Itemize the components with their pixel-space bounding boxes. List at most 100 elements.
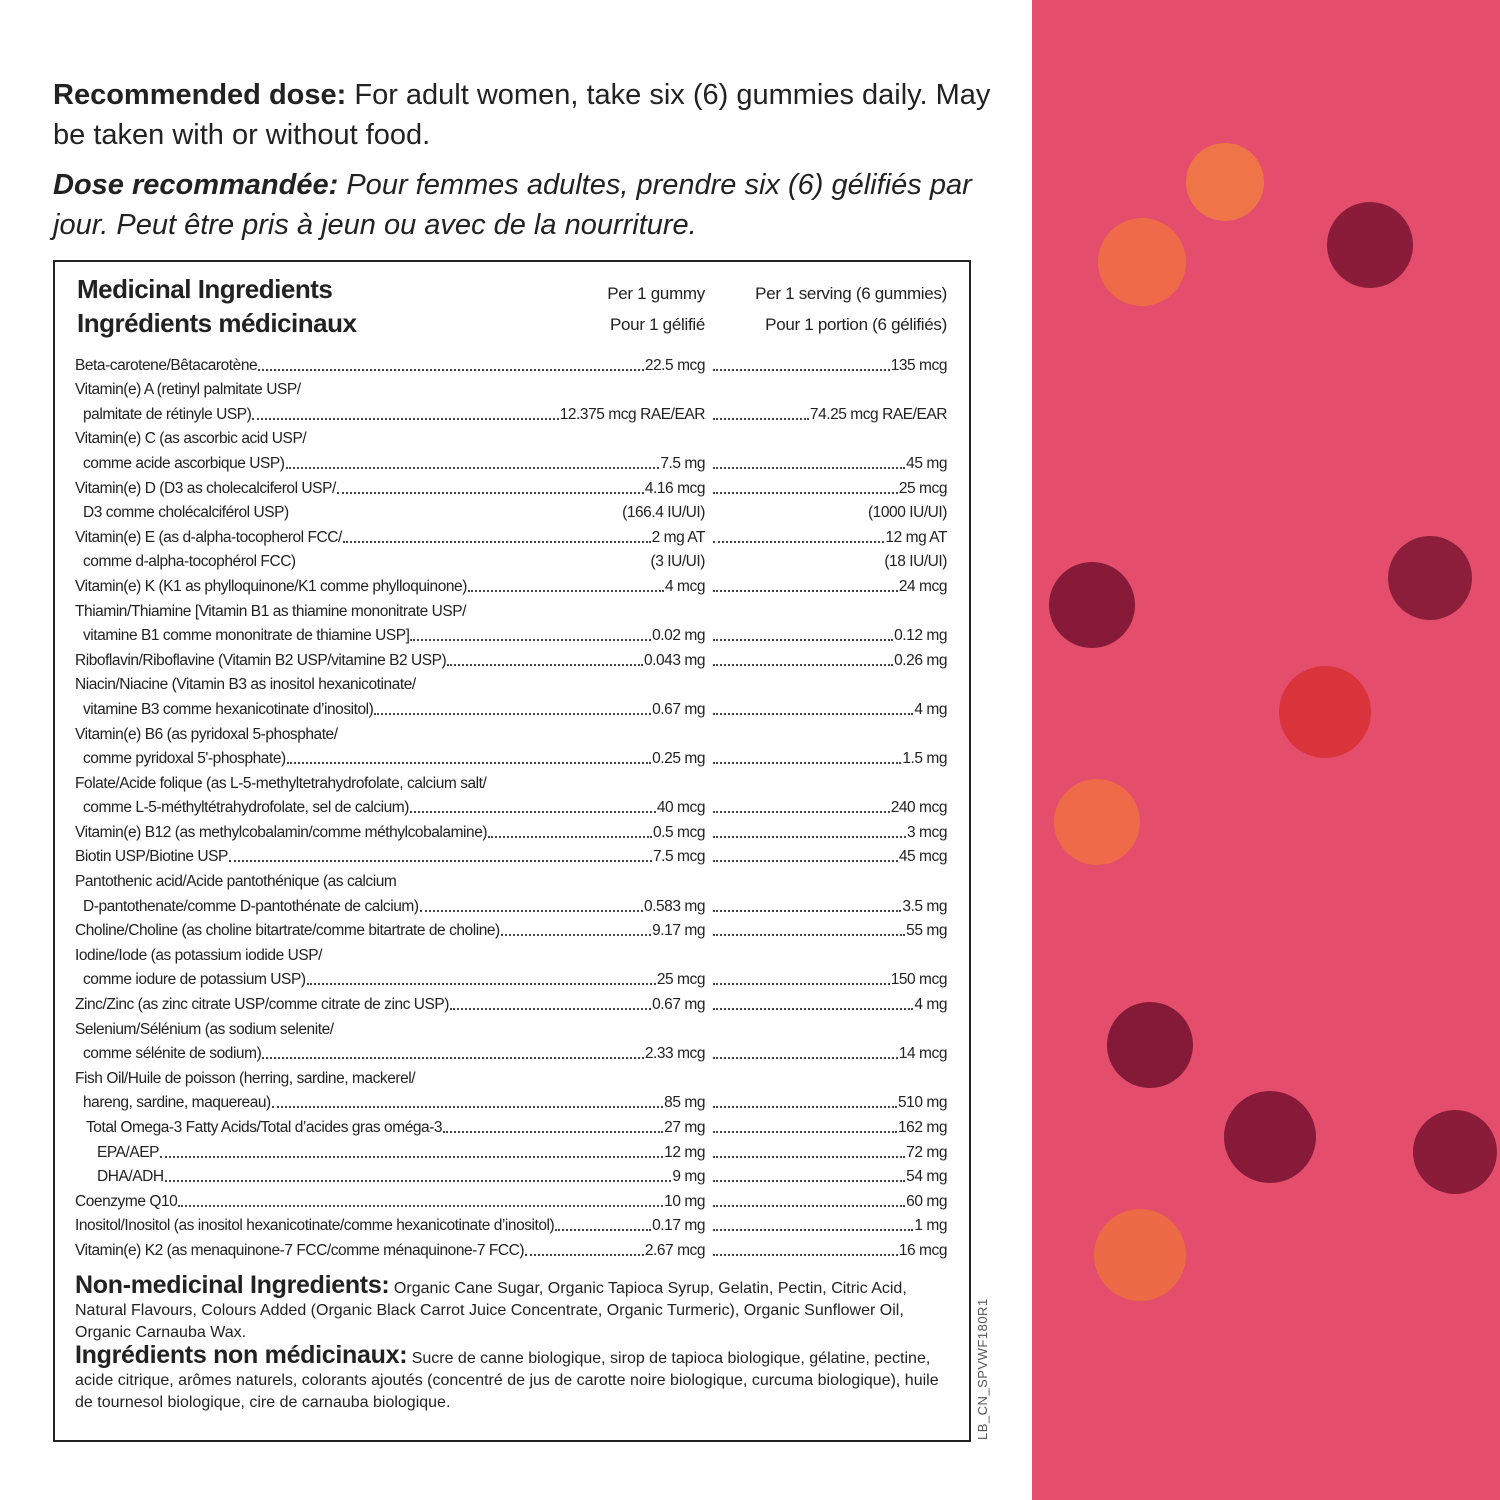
dot-leader [713, 466, 906, 469]
dot-leader [713, 1253, 898, 1256]
serving-cell: 4 mg [712, 701, 947, 719]
dot-leader [306, 983, 656, 986]
dot-leader [713, 860, 898, 863]
dot-leader [713, 1106, 897, 1109]
dot-leader [713, 1057, 898, 1060]
dot-leader [450, 1008, 652, 1011]
dot-leader [258, 368, 644, 371]
table-row-line: Thiamin/Thiamine [Vitamin B1 as thiamine… [75, 596, 947, 621]
ingredient-cell: Choline/Choline (as choline bitartrate/c… [75, 922, 705, 940]
serving-cell: 16 mcg [712, 1242, 947, 1260]
ingredient-name: Selenium/Sélénium (as sodium selenite/ [75, 1020, 334, 1038]
per-gummy-value: 0.5 mcg [653, 823, 705, 841]
ingredient-cell: D3 comme cholécalciférol USP) (166.4 IU/U… [75, 504, 705, 522]
ingredient-cell: comme L-5-méthyltétrahydrofolate, sel de… [75, 799, 705, 817]
per-gummy-value: 0.67 mg [652, 700, 705, 718]
ingredient-cell: vitamine B1 comme mononitrate de thiamin… [75, 627, 705, 645]
ingredient-cell: Vitamin(e) A (retinyl palmitate USP/ [75, 381, 705, 399]
dose-label: Dose recommandée: [53, 169, 339, 201]
per-serving-value: 14 mcg [898, 1045, 948, 1063]
per-gummy-value: 12 mg [664, 1143, 705, 1161]
dot-leader [500, 934, 652, 937]
serving-cell: 12 mg AT [712, 529, 947, 547]
gummy [1186, 143, 1264, 221]
per-gummy-value: 12.375 mcg RAE/EAR [559, 405, 706, 423]
ingredient-cell: vitamine B3 comme hexanicotinate d’inosi… [75, 701, 705, 719]
dot-leader [713, 934, 906, 937]
per-serving-value: (1000 IU/UI) [867, 504, 947, 522]
ingredient-cell: Vitamin(e) B12 (as methylcobalamin/comme… [75, 824, 705, 842]
ingredient-name: Vitamin(e) B6 (as pyridoxal 5-phosphate/ [75, 725, 338, 743]
ingredient-cell: Folate/Acide folique (as L-5-methyltetra… [75, 775, 705, 793]
dot-leader [286, 762, 652, 765]
dot-leader [713, 1008, 914, 1011]
gummy [1327, 202, 1413, 288]
table-row-line: DHA/ADH 9 mg 54 mg [75, 1162, 947, 1187]
table-row-line: comme d-alpha-tocophérol FCC) (3 IU/UI) (1… [75, 547, 947, 572]
serving-cell: 1 mg [712, 1217, 947, 1235]
ingredient-name: comme sélénite de sodium) [83, 1045, 262, 1063]
dot-leader [713, 762, 902, 765]
per-gummy-value: 0.043 mg [643, 651, 705, 669]
table-row-line: Fish Oil/Huile de poisson (herring, sard… [75, 1063, 947, 1088]
ingredient-name: D3 comme cholécalciférol USP) [83, 504, 289, 522]
ingredient-name: comme iodure de potassium USP) [83, 971, 306, 989]
dot-leader [713, 663, 894, 666]
ingredient-name: palmitate de rétinyle USP) [83, 405, 252, 423]
dot-leader [419, 909, 643, 912]
table-row-line: D-pantothenate/comme D-pantothénate de c… [75, 891, 947, 916]
table-row-line: comme iodure de potassium USP) 25 mcg 150 … [75, 965, 947, 990]
per-serving-value: 150 mcg [890, 971, 948, 989]
serving-cell: 72 mg [712, 1144, 947, 1162]
table-row-line: Selenium/Sélénium (as sodium selenite/ [75, 1014, 947, 1039]
ingredient-name: Biotin USP/Biotine USP [75, 848, 228, 866]
per-serving-value: 12 mg AT [885, 528, 947, 546]
per-serving-value: 24 mcg [898, 577, 948, 595]
ingredient-name: Vitamin(e) A (retinyl palmitate USP/ [75, 381, 301, 399]
table-row-line: comme pyridoxal 5'-phosphate) 0.25 mg 1.5 … [75, 744, 947, 769]
serving-cell: (18 IU/UI) [712, 553, 947, 571]
per-gummy-value: 0.67 mg [652, 996, 705, 1014]
per-gummy-value: 9 mg [672, 1168, 705, 1186]
gummy [1098, 218, 1186, 306]
gummy [1224, 1091, 1316, 1183]
column-header: Pour 1 gélifié [609, 315, 705, 334]
table-row-line: Zinc/Zinc (as zinc citrate USP/comme cit… [75, 989, 947, 1014]
ingredient-name: Vitamin(e) K2 (as menaquinone-7 FCC/comm… [75, 1241, 525, 1259]
dot-leader [713, 589, 898, 592]
dot-leader [713, 417, 809, 420]
ingredient-cell: Vitamin(e) D (D3 as cholecalciferol USP/… [75, 480, 705, 498]
table-row-line: Choline/Choline (as choline bitartrate/c… [75, 916, 947, 941]
section-text: Organic Cane Sugar, Organic Tapioca Syru… [75, 1280, 907, 1341]
dot-leader [713, 1155, 906, 1158]
per-gummy-value: 0.02 mg [652, 627, 705, 645]
ingredient-name: hareng, sardine, maquereau) [83, 1094, 271, 1112]
dot-leader [342, 540, 651, 543]
dose-fr: Dose recommandée: Pour femmes adultes, p… [53, 165, 993, 245]
per-serving-value: 45 mcg [898, 848, 948, 866]
ingredient-name: Total Omega-3 Fatty Acids/Total d’acides… [86, 1119, 443, 1136]
non-medicinal: Non-medicinal Ingredients: Organic Cane … [75, 1273, 955, 1414]
dot-leader [164, 1180, 672, 1183]
ingredient-name: Zinc/Zinc (as zinc citrate USP/comme cit… [75, 996, 450, 1014]
table-row-line: Folate/Acide folique (as L-5-methyltetra… [75, 768, 947, 793]
ingredient-name: EPA/AEP [97, 1143, 160, 1161]
column-header: Pour 1 portion (6 gélifiés) [765, 315, 947, 334]
dot-leader [713, 1229, 914, 1232]
gummy [1054, 779, 1140, 865]
per-serving-value: 240 mcg [890, 799, 948, 817]
ingredient-cell: Riboflavin/Riboflavine (Vitamin B2 USP/v… [75, 652, 705, 670]
gummy [1413, 1110, 1497, 1194]
ingredient-name: Inositol/Inositol (as inositol hexanicot… [75, 1217, 555, 1235]
serving-cell: 54 mg [712, 1168, 947, 1186]
dot-leader [374, 712, 652, 715]
dot-leader [713, 368, 890, 371]
dose-en: Recommended dose: For adult women, take … [53, 75, 993, 155]
gummy [1279, 666, 1371, 758]
per-gummy-value: (166.4 IU/UI) [622, 504, 705, 522]
per-gummy-value: 4.16 mcg [644, 479, 706, 497]
serving-cell: 150 mcg [712, 971, 947, 989]
ingredient-cell: comme acide ascorbique USP) 7.5 mg [75, 455, 705, 473]
per-serving-value: 54 mg [906, 1168, 947, 1186]
